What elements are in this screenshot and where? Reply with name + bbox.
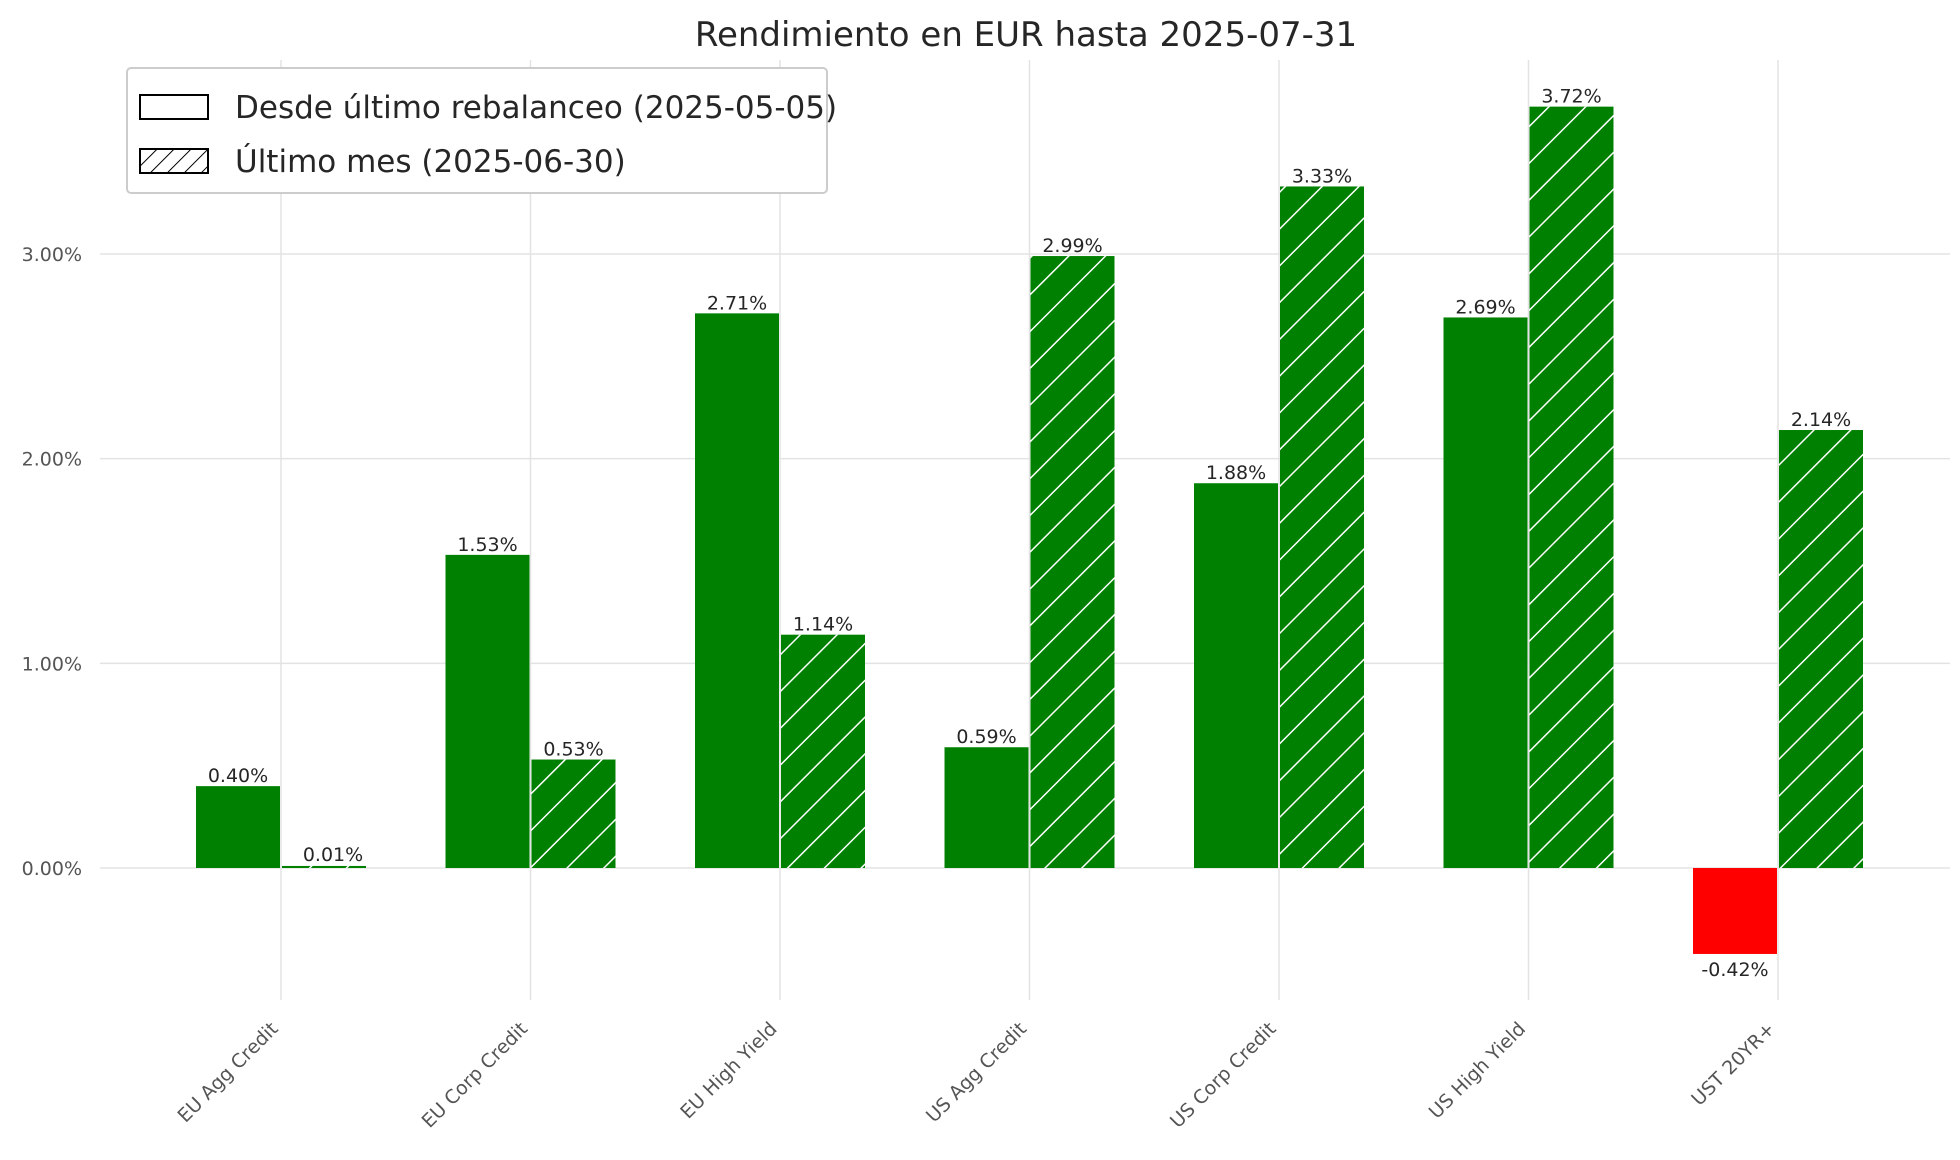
bar-last-month-3 — [781, 634, 865, 868]
y-tick-label: 1.00% — [22, 653, 82, 675]
bar-value-label: 2.71% — [707, 292, 767, 314]
x-tick-label: US Corp Credit — [1166, 1018, 1281, 1133]
bar-hatch — [1030, 256, 1115, 869]
bar-value-label: 0.01% — [303, 844, 363, 866]
bar-fill — [695, 313, 779, 868]
bar-hatch — [781, 634, 865, 868]
bar-value-label: 3.72% — [1541, 86, 1601, 108]
bar-fill — [196, 786, 280, 868]
bar-value-label: 3.33% — [1292, 165, 1352, 187]
legend: Desde último rebalanceo (2025-05-05) Últ… — [126, 67, 837, 194]
x-tick-label: EU Corp Credit — [418, 1018, 532, 1132]
bar-fill — [1693, 868, 1777, 954]
bar-value-label: 2.69% — [1455, 296, 1515, 318]
bar-value-label: 2.14% — [1791, 409, 1851, 431]
legend-label-solid: Desde último rebalanceo (2025-05-05) — [235, 90, 837, 126]
bar-rebalance-7 — [1693, 868, 1777, 954]
bar-last-month-1 — [282, 865, 366, 868]
bar-last-month-4 — [1030, 256, 1115, 869]
bar-value-label: 0.59% — [956, 726, 1016, 748]
bar-rebalance-4 — [944, 747, 1029, 868]
x-tick-label: EU Agg Credit — [173, 1018, 282, 1127]
bar-value-label: 1.53% — [457, 534, 517, 556]
value-labels: 0.40% 1.53% 2.71% 0.59% 1.88% 2.69% -0.42% 0.01… — [208, 86, 1851, 981]
bar-fill — [1194, 483, 1278, 868]
x-tick-label: US Agg Credit — [922, 1018, 1031, 1127]
bar-value-label: 0.40% — [208, 765, 268, 787]
bar-hatch — [1280, 186, 1364, 868]
bar-rebalance-1 — [196, 786, 280, 868]
bar-fill — [1443, 317, 1528, 868]
legend-frame — [126, 67, 828, 194]
x-tick-label: US High Yield — [1425, 1018, 1530, 1123]
bar-value-label: 1.88% — [1206, 462, 1266, 484]
bar-value-label: -0.42% — [1701, 959, 1768, 981]
bar-fill — [944, 747, 1029, 868]
y-tick-label: 3.00% — [22, 244, 82, 266]
legend-label-hatched: Último mes (2025-06-30) — [235, 143, 626, 180]
bars — [196, 106, 1863, 954]
bar-fill — [445, 554, 530, 868]
bar-last-month-5 — [1280, 186, 1364, 868]
bar-hatch — [1779, 430, 1863, 868]
bar-last-month-6 — [1529, 106, 1614, 868]
y-tick-label: 2.00% — [22, 449, 82, 471]
bar-value-label: 1.14% — [793, 614, 853, 636]
x-tick-label: UST 20YR+ — [1687, 1018, 1779, 1110]
bar-last-month-7 — [1779, 430, 1863, 868]
bar-value-label: 2.99% — [1042, 235, 1102, 257]
bar-rebalance-2 — [445, 554, 530, 868]
bar-rebalance-3 — [695, 313, 779, 868]
bar-rebalance-6 — [1443, 317, 1528, 868]
bar-last-month-2 — [531, 759, 616, 868]
y-tick-label: 0.00% — [22, 858, 82, 880]
bar-value-label: 0.53% — [543, 739, 603, 761]
bar-hatch — [531, 759, 616, 868]
grid-lines — [100, 60, 1950, 1000]
x-tick-label: EU High Yield — [676, 1018, 781, 1123]
legend-swatch-hatched — [139, 148, 209, 174]
bar-rebalance-5 — [1194, 483, 1278, 868]
bar-hatch — [282, 865, 366, 868]
bar-hatch — [1529, 106, 1614, 868]
legend-swatch-solid — [139, 94, 209, 120]
chart-title: Rendimiento en EUR hasta 2025-07-31 — [695, 15, 1357, 55]
